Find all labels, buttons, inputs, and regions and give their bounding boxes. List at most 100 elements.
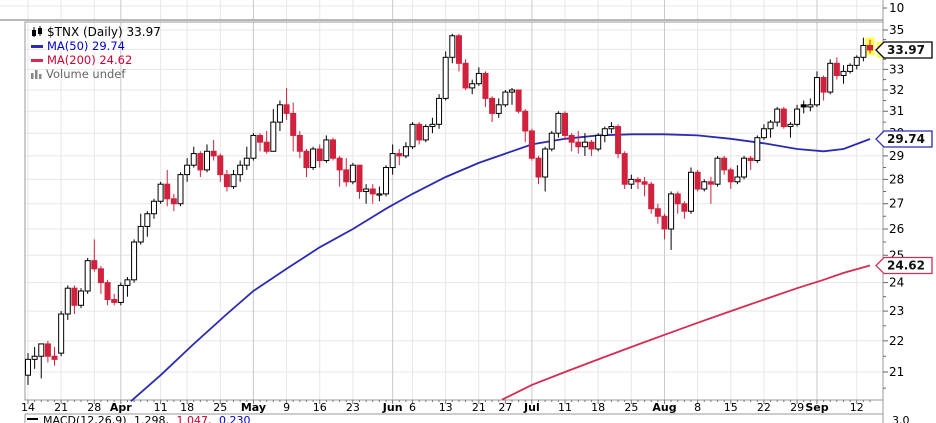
x-axis-label: 21 [54, 401, 68, 414]
candle-body [250, 134, 257, 159]
svg-text:29.74: 29.74 [887, 132, 925, 146]
ma50-line-swatch-icon [31, 44, 43, 48]
candle-body [429, 123, 436, 128]
candle-body [634, 178, 641, 183]
candle-body [436, 97, 443, 125]
x-axis-label: 15 [724, 401, 738, 414]
candle-body [442, 56, 449, 99]
candle-body [184, 164, 191, 176]
x-axis-labels: 14 21 28 Apr 11 18 25 May 9 16 23 Jun 6 13 21 27 Jul 11 18… [21, 401, 864, 414]
last-price-badge: 33.97 [875, 41, 933, 59]
macd-legend-label: MACD(12,26,9) [43, 414, 127, 423]
candle-body [243, 157, 250, 166]
candle-body [508, 89, 515, 93]
y-axis-labels: 353433323130292827262524232221103.0 [889, 1, 910, 423]
candle-body [615, 126, 622, 155]
candle-body [164, 183, 171, 200]
candle-body [787, 123, 794, 128]
ma50-badge: 29.74 [875, 130, 933, 148]
legend-symbol-label: $TNX (Daily) 33.97 [47, 25, 161, 39]
legend-ma50-label: MA(50) 29.74 [47, 39, 125, 53]
x-axis-label: 18 [180, 401, 194, 414]
candle-body [376, 193, 383, 196]
candle-body [515, 89, 522, 112]
candle-body [648, 183, 655, 210]
candle-body [601, 128, 608, 136]
candle-body [329, 139, 336, 159]
candle-body [482, 72, 489, 99]
candle-body [833, 62, 840, 76]
macd-legend-cutoff: MACD(12,26,9) 1.298, 1.047, 0.230 [27, 414, 251, 423]
candle-body [661, 215, 668, 230]
candle-body [489, 97, 496, 114]
x-axis-label: 14 [21, 401, 35, 414]
ma200-line [501, 264, 871, 401]
x-axis-label: 25 [213, 401, 227, 414]
candle-body [349, 164, 356, 183]
candlestick-icon [31, 26, 43, 38]
y-axis-label: 31 [889, 104, 904, 118]
upper-pane-axis-label: 10 [889, 1, 904, 15]
candle-body [210, 150, 217, 157]
legend-ma200-row: MA(200) 24.62 [31, 53, 161, 67]
candle-body [363, 188, 370, 192]
candle-body [131, 241, 138, 281]
candle-body [290, 112, 297, 136]
candle-body [469, 83, 476, 89]
candle-body [575, 141, 582, 148]
candle-body [555, 112, 562, 134]
candle-body [754, 137, 761, 162]
candle-body [296, 134, 303, 152]
x-axis-label: 23 [346, 401, 360, 414]
candle-body [548, 132, 555, 150]
candle-body [608, 126, 615, 130]
ma200-line-swatch-icon [31, 58, 43, 62]
y-axis-label: 33 [889, 62, 904, 76]
legend-volume-row: Volume undef [31, 67, 161, 81]
candle-body [840, 70, 847, 76]
candle-body [581, 141, 588, 148]
candle-body [462, 62, 469, 89]
candle-body [588, 141, 595, 150]
candle-body [688, 171, 694, 212]
candle-body [522, 110, 529, 132]
candle-body [44, 343, 51, 357]
candle-body [502, 91, 509, 106]
legend-ma50-row: MA(50) 29.74 [31, 39, 161, 53]
candle-body [542, 148, 549, 178]
candle-body [283, 104, 290, 114]
macd-hist-value: 0.230 [219, 414, 251, 423]
candle-body [409, 123, 416, 148]
candle-body [389, 153, 396, 169]
x-axis-label: Aug [652, 401, 676, 414]
legend-volume-label: Volume undef [46, 67, 126, 81]
candle-body [827, 62, 834, 93]
candle-body [336, 157, 343, 171]
candle-body [223, 174, 230, 188]
x-axis-label: Jul [523, 401, 540, 414]
candle-body [58, 313, 65, 354]
candle-body [455, 35, 462, 64]
candle-body [383, 167, 390, 195]
candle-body [734, 176, 741, 183]
candle-body [641, 181, 648, 185]
candle-body [137, 225, 144, 243]
x-axis-label: Sep [805, 401, 828, 414]
y-axis-label: 32 [889, 83, 904, 97]
x-axis-label: Jun [382, 401, 403, 414]
candle-body [674, 193, 681, 205]
y-axis-label: 29 [889, 149, 904, 163]
candle-body [157, 183, 164, 202]
x-axis-label: 29 [790, 401, 804, 414]
macd-signal-value: 1.047, [176, 414, 212, 423]
candle-body [714, 157, 721, 185]
candle-body [303, 150, 310, 169]
candle-body [495, 104, 502, 114]
candle-body [654, 208, 661, 217]
y-axis-label: 35 [889, 23, 904, 37]
candle-body [780, 108, 787, 128]
candle-body [237, 164, 244, 176]
candle-body [681, 203, 688, 212]
candle-body [25, 358, 31, 376]
y-axis-label: 28 [889, 172, 904, 186]
